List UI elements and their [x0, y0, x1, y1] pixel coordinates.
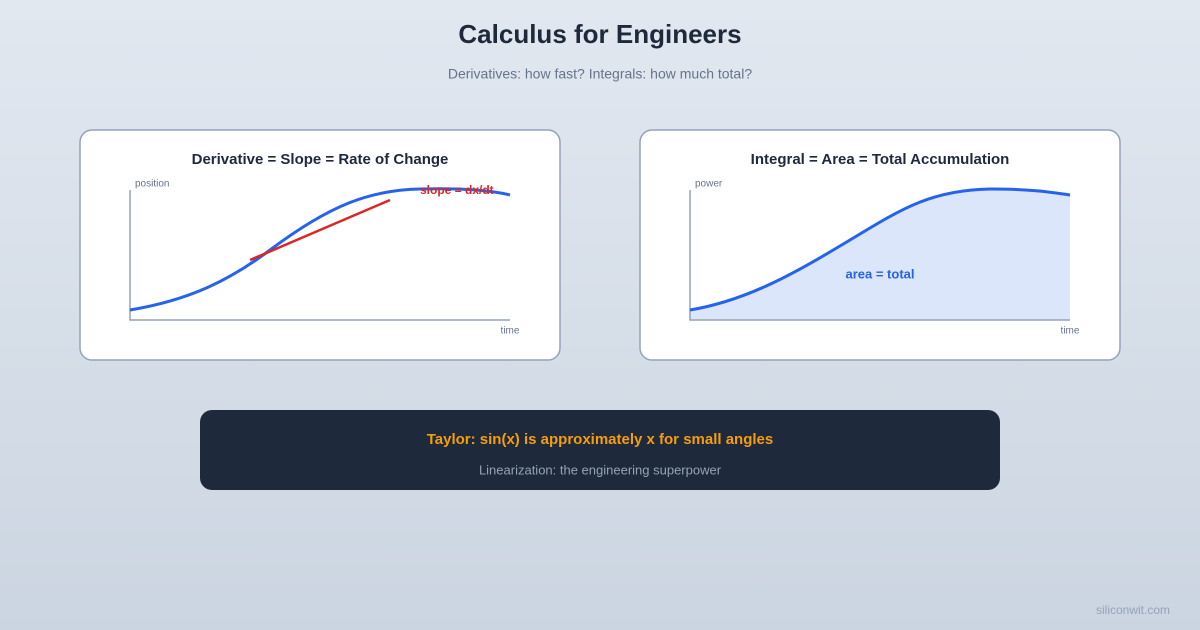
callout-title: Taylor: sin(x) is approximately x for sm…: [427, 431, 774, 448]
x-axis-label: time: [1061, 326, 1080, 337]
x-axis-label: time: [501, 326, 520, 337]
area-annotation: area = total: [845, 266, 914, 281]
panel-title: Derivative = Slope = Rate of Change: [192, 151, 449, 168]
callout-subtitle: Linearization: the engineering superpowe…: [479, 462, 722, 477]
callout: Taylor: sin(x) is approximately x for sm…: [200, 410, 1000, 490]
curve: [689, 187, 1071, 312]
y-axis-label: position: [135, 179, 169, 190]
page-title: Calculus for Engineers: [458, 19, 741, 49]
axes: [129, 190, 510, 321]
derivative-panel: Derivative = Slope = Rate of Change posi…: [79, 129, 561, 361]
axes: [689, 190, 1070, 321]
page-subtitle: Derivatives: how fast? Integrals: how mu…: [448, 66, 752, 82]
slope-annotation: slope = dx/dt: [420, 183, 494, 197]
curve: [129, 187, 511, 312]
callout-box: [200, 410, 1000, 490]
y-axis-label: power: [695, 179, 723, 190]
footer-credit: siliconwit.com: [1096, 603, 1170, 617]
area-fill: [690, 189, 1070, 320]
panel-title: Integral = Area = Total Accumulation: [751, 151, 1010, 168]
integral-panel: Integral = Area = Total Accumulation pow…: [639, 129, 1121, 361]
tangent-line: [249, 198, 391, 262]
